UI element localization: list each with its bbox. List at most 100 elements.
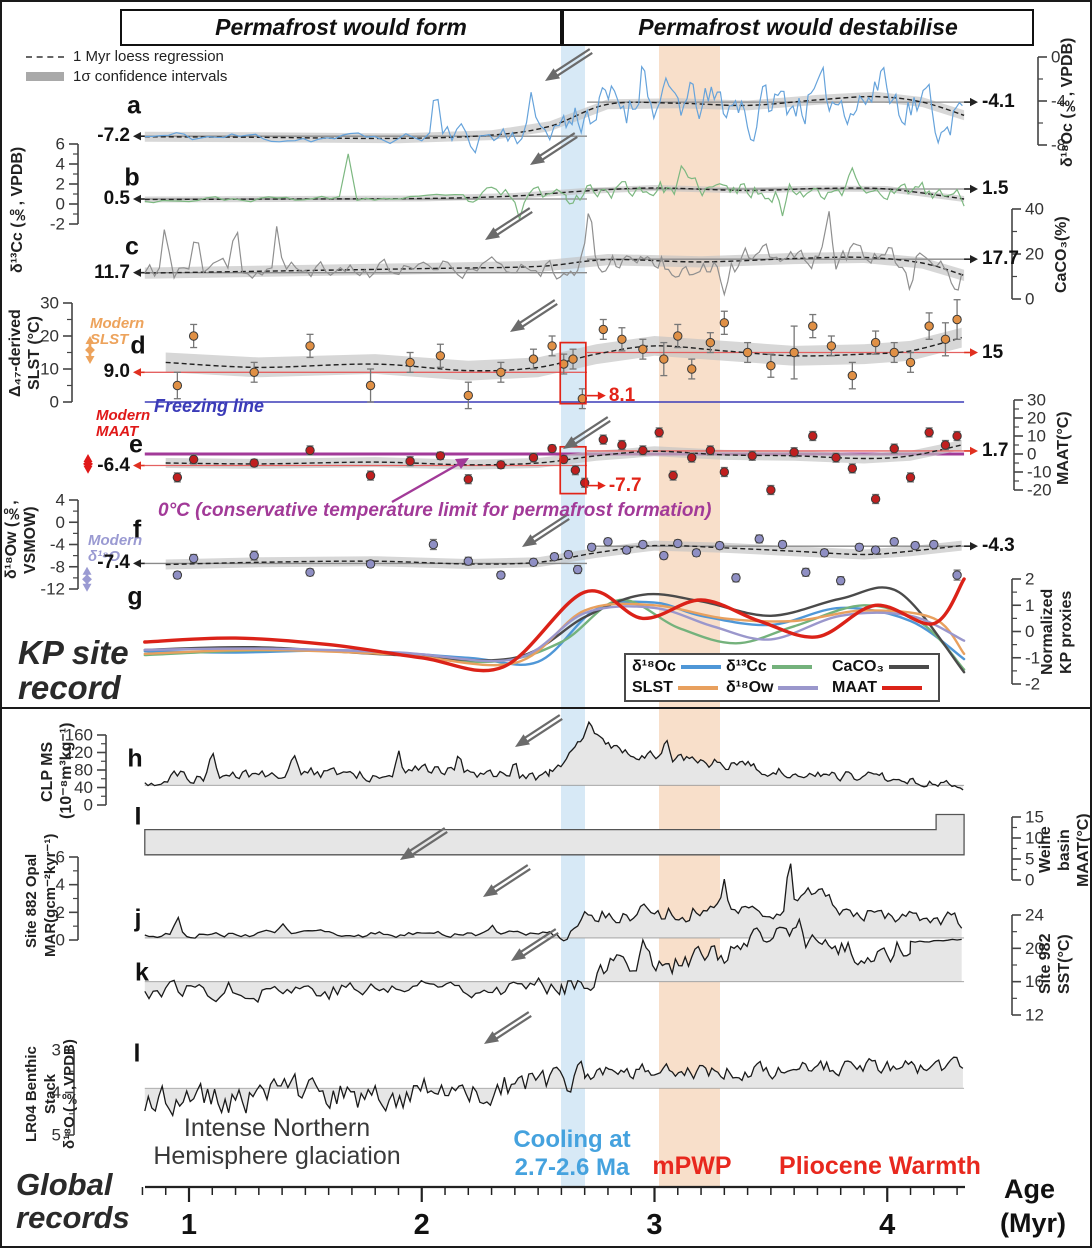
scatter-point: [719, 467, 730, 477]
tick-label: 5: [52, 1126, 61, 1145]
scatter-point: [428, 539, 439, 550]
scatter-point: [365, 380, 376, 391]
scatter-point: [789, 447, 799, 457]
raw-series-j: [144, 863, 963, 942]
scatter-point: [847, 370, 858, 381]
tick-label: 2: [56, 175, 65, 194]
tick-label: 4: [52, 1083, 61, 1102]
trend-arrow-shaft: [570, 416, 609, 442]
scatter-point: [249, 458, 259, 468]
scatter-point: [305, 445, 315, 456]
scatter-point: [952, 314, 962, 325]
trend-arrow-icon: [515, 734, 530, 747]
age-tick-label: 2: [414, 1209, 430, 1241]
trend-arrow-shaft: [519, 303, 558, 329]
ci-band: [165, 540, 962, 570]
axis-g: 2 1 0 -1 -2: [1011, 570, 1040, 694]
proxy-curve-MAAT: [143, 577, 966, 673]
tick-label: 20: [1025, 939, 1044, 958]
scatter-point: [598, 324, 608, 335]
scatter-point: [714, 540, 725, 551]
tick-label: 0: [56, 195, 65, 214]
tick-label: 2: [56, 903, 65, 922]
tick-label: 20: [1025, 245, 1044, 264]
trend-arrow-icon: [511, 948, 526, 961]
scatter-point: [687, 452, 697, 463]
modern-marker-cap: [83, 465, 93, 474]
scatter-point: [719, 318, 730, 328]
scatter-point: [617, 440, 627, 450]
tick-label: 24: [1025, 906, 1044, 925]
trend-arrow-shaft: [491, 1011, 530, 1037]
panel-e: [83, 427, 978, 505]
scatter-point: [249, 367, 259, 377]
tick-label: 4: [56, 875, 65, 894]
scatter-point: [405, 357, 415, 368]
tick-label: 20: [40, 327, 59, 346]
arrow-head: [133, 194, 141, 204]
panel-h: [144, 720, 965, 791]
modern-marker-cap: [85, 356, 95, 365]
modern-marker-center: [85, 345, 95, 355]
raw-series-b: [144, 153, 965, 222]
scatter-point: [463, 390, 473, 401]
scatter-point: [654, 427, 664, 438]
tick-label: 4: [56, 491, 65, 510]
panel-k: [144, 917, 965, 1004]
scatter-point: [188, 553, 199, 564]
tick-label: 30: [40, 294, 59, 313]
tick-label: 0: [56, 513, 65, 532]
scatter-point: [924, 427, 934, 438]
scatter-point: [870, 337, 881, 348]
trend-arrow-shaft: [572, 420, 611, 446]
axis-i: 15 10 5 0: [1011, 808, 1044, 890]
scatter-point: [889, 537, 899, 547]
trend-arrow-shaft: [492, 207, 531, 233]
scatter-point: [731, 573, 741, 583]
tick-label: -12: [40, 580, 65, 599]
weihe-band: [144, 813, 965, 856]
scatter-point: [188, 454, 199, 465]
tick-label: 15: [1025, 808, 1044, 827]
loess-legend-label: 1 Myr loess regression: [73, 48, 224, 65]
scatter-point: [924, 321, 934, 331]
trend-arrow-icon: [563, 436, 578, 449]
tick-label: 0: [1025, 871, 1034, 890]
scatter-point: [789, 347, 799, 358]
scatter-point: [889, 347, 899, 358]
scatter-point: [836, 575, 846, 586]
tick-label: 20: [1027, 409, 1046, 428]
scatter-point: [673, 538, 683, 549]
section-divider: [2, 707, 1090, 709]
legend-swatch: [882, 686, 923, 690]
tick-label: 4: [56, 155, 65, 174]
trend-arrow-shaft: [537, 132, 576, 158]
scatter-point: [801, 567, 811, 578]
tick-label: 0: [1025, 622, 1034, 641]
tick-label: 120: [65, 743, 93, 762]
tick-label: 160: [65, 726, 93, 745]
highlight-box-d: [559, 341, 587, 405]
legend-entry: δ¹³Cc: [726, 658, 832, 676]
trend-arrow-shaft: [517, 299, 556, 325]
scatter-point: [435, 351, 446, 361]
scatter-point: [305, 341, 315, 351]
arrow-head: [133, 559, 141, 568]
tick-label: -2: [50, 215, 65, 234]
trend-arrow-shaft: [492, 868, 531, 894]
trend-arrow-shaft: [518, 928, 557, 954]
scatter-point: [940, 440, 951, 450]
scatter-point: [172, 380, 183, 391]
scatter-point: [528, 557, 539, 567]
scatter-point: [572, 564, 583, 575]
ci-band-sample: [26, 72, 64, 81]
loess-legend: 1 Myr loess regression 1σ confidence int…: [26, 48, 227, 88]
zero-limit-arrow-head: [455, 458, 469, 469]
trend-arrow-shaft: [494, 211, 533, 237]
legend-entry: SLST: [632, 679, 726, 697]
arrow-head: [970, 254, 978, 264]
panel-d: [85, 299, 978, 410]
scatter-point: [754, 534, 764, 544]
